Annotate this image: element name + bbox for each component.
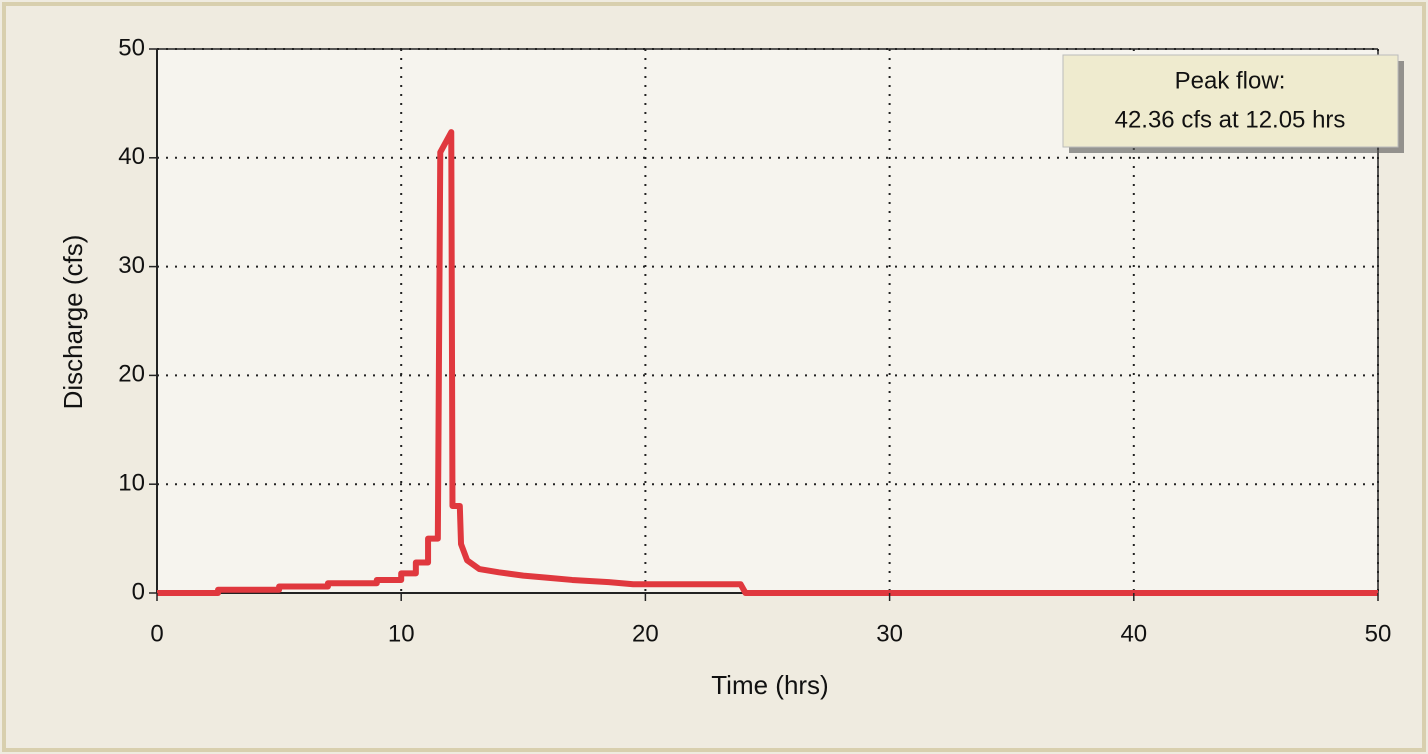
x-tick-label: 10 <box>388 620 415 647</box>
y-tick-label: 40 <box>118 143 145 170</box>
y-tick-label: 0 <box>132 578 145 605</box>
y-tick-label: 20 <box>118 361 145 388</box>
x-tick-label: 40 <box>1120 620 1147 647</box>
x-tick-label: 50 <box>1365 620 1392 647</box>
y-tick-label: 50 <box>118 34 145 61</box>
x-tick-label: 20 <box>632 620 659 647</box>
y-axis-title: Discharge (cfs) <box>58 235 88 410</box>
line <box>157 129 1378 596</box>
annotation-text: 42.36 cfs at 12.05 hrs <box>1115 106 1346 133</box>
annotation: Peak flow: 42.36 cfs at 12.05 hrs <box>1062 54 1404 153</box>
y-tick-label: 30 <box>118 252 145 279</box>
annotation-box <box>1062 54 1399 148</box>
series <box>157 129 1378 596</box>
x-tick-label: 0 <box>150 620 163 647</box>
x-tick-label: 30 <box>876 620 903 647</box>
annotation-text: Peak flow: <box>1175 67 1286 94</box>
x-axis-title: Time (hrs) <box>711 670 828 700</box>
y-tick-label: 10 <box>118 470 145 497</box>
